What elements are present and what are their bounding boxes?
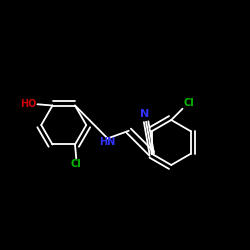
Text: Cl: Cl (71, 160, 82, 170)
Text: N: N (140, 109, 149, 119)
Text: Cl: Cl (184, 98, 194, 108)
Text: HN: HN (100, 137, 116, 147)
Text: HO: HO (20, 99, 36, 109)
